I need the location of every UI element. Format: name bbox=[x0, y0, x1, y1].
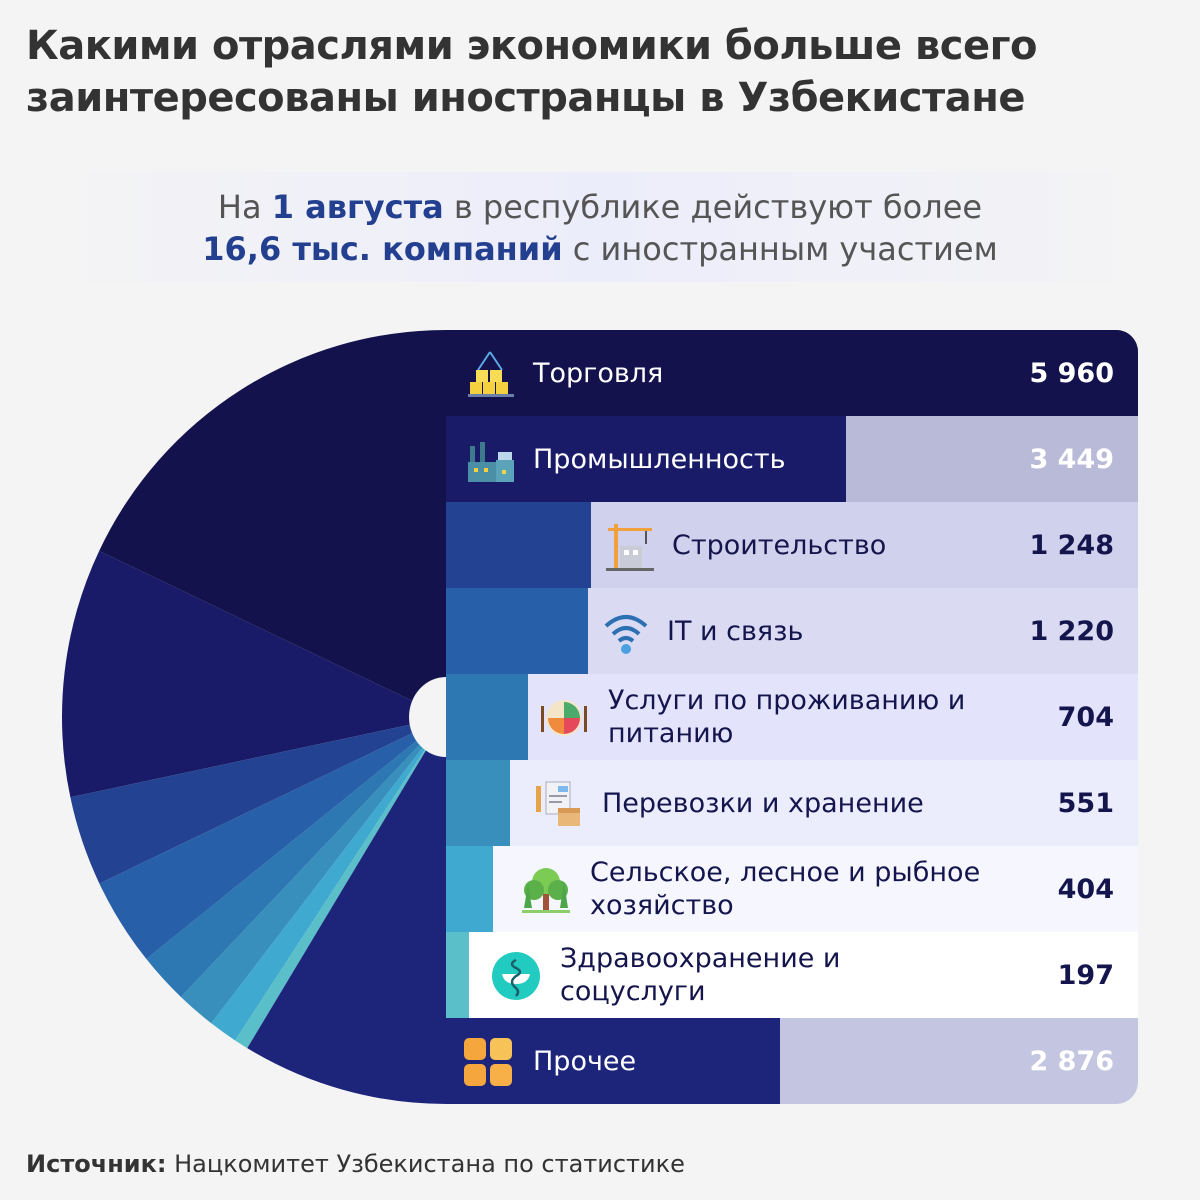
pie-slice bbox=[247, 717, 446, 1104]
bar-row: Услуги по проживанию и питанию 704 bbox=[446, 674, 1138, 760]
boxes-icon bbox=[464, 348, 516, 400]
source: Источник: Нацкомитет Узбекистана по стат… bbox=[26, 1150, 685, 1178]
bar bbox=[446, 588, 588, 674]
grid-icon bbox=[462, 1036, 514, 1088]
subtitle-count: 16,6 тыс. компаний bbox=[202, 230, 563, 268]
pie-slice bbox=[211, 717, 446, 1041]
value-label: 197 bbox=[1057, 959, 1114, 991]
pie-slice bbox=[70, 717, 446, 884]
subtitle-text: с иностранным участием bbox=[562, 230, 998, 268]
bar-row: Промышленность 3 449 bbox=[446, 416, 1138, 502]
value-label: 2 876 bbox=[1029, 1045, 1114, 1077]
bar-row: Строительство 1 248 bbox=[446, 502, 1138, 588]
pie-slice bbox=[61, 550, 446, 798]
bar bbox=[446, 674, 528, 760]
bar-row: Прочее 2 876 bbox=[446, 1018, 1138, 1104]
pie-slice bbox=[99, 717, 447, 960]
bar bbox=[446, 416, 847, 502]
source-text: Нацкомитет Узбекистана по статистике bbox=[166, 1150, 685, 1178]
bar bbox=[446, 330, 1138, 416]
category-label: Промышленность bbox=[533, 443, 786, 475]
bar bbox=[446, 1018, 780, 1104]
category-label: IT и связь bbox=[667, 615, 804, 647]
pie-slice bbox=[99, 330, 446, 717]
bar bbox=[446, 846, 493, 932]
category-label: Торговля bbox=[533, 357, 664, 389]
value-label: 704 bbox=[1057, 701, 1114, 733]
pie-slice bbox=[235, 717, 446, 1049]
bar-row: Торговля 5 960 bbox=[446, 330, 1138, 416]
value-label: 5 960 bbox=[1029, 357, 1114, 389]
subtitle-text: На bbox=[217, 188, 272, 226]
bar bbox=[446, 932, 469, 1018]
pie-slice bbox=[146, 717, 446, 998]
value-label: 1 248 bbox=[1029, 529, 1114, 561]
bar-row: Перевозки и хранение 551 bbox=[446, 760, 1138, 846]
bar bbox=[446, 502, 591, 588]
bar-row: Здравоохранение и соцуслуги 197 bbox=[446, 932, 1138, 1018]
chart-title: Какими отраслями экономики больше всего … bbox=[26, 23, 1038, 121]
category-label: Прочее bbox=[533, 1045, 637, 1077]
category-label: Здравоохранение и соцуслуги bbox=[560, 943, 841, 1007]
bar-row: Сельское, лесное и рыбное хозяйство 404 bbox=[446, 846, 1138, 932]
category-label: Строительство bbox=[672, 529, 887, 561]
wifi-icon bbox=[600, 606, 652, 658]
subtitle: На 1 августа в республике действуют боле… bbox=[30, 172, 1170, 282]
subtitle-text: в республике действуют более bbox=[443, 188, 983, 226]
value-label: 404 bbox=[1057, 873, 1114, 905]
factory-icon bbox=[464, 434, 516, 486]
subtitle-date: 1 августа bbox=[271, 188, 444, 226]
food-plate-icon bbox=[538, 692, 590, 744]
value-label: 551 bbox=[1057, 787, 1114, 819]
value-label: 1 220 bbox=[1029, 615, 1114, 647]
source-label: Источник: bbox=[26, 1150, 167, 1178]
value-label: 3 449 bbox=[1029, 443, 1114, 475]
bar-rows: Торговля 5 960 Промышленность 3 449 Строител… bbox=[446, 330, 1138, 1104]
category-label: Услуги по проживанию и питанию bbox=[608, 685, 966, 749]
category-label: Перевозки и хранение bbox=[602, 787, 924, 819]
bar-row: IT и связь 1 220 bbox=[446, 588, 1138, 674]
bar bbox=[446, 760, 510, 846]
medical-bowl-icon bbox=[490, 950, 542, 1002]
category-label: Сельское, лесное и рыбное хозяйство bbox=[590, 857, 981, 921]
trees-icon bbox=[520, 864, 572, 916]
document-box-icon bbox=[532, 778, 584, 830]
pie-slice bbox=[180, 717, 447, 1024]
crane-icon bbox=[604, 520, 656, 572]
